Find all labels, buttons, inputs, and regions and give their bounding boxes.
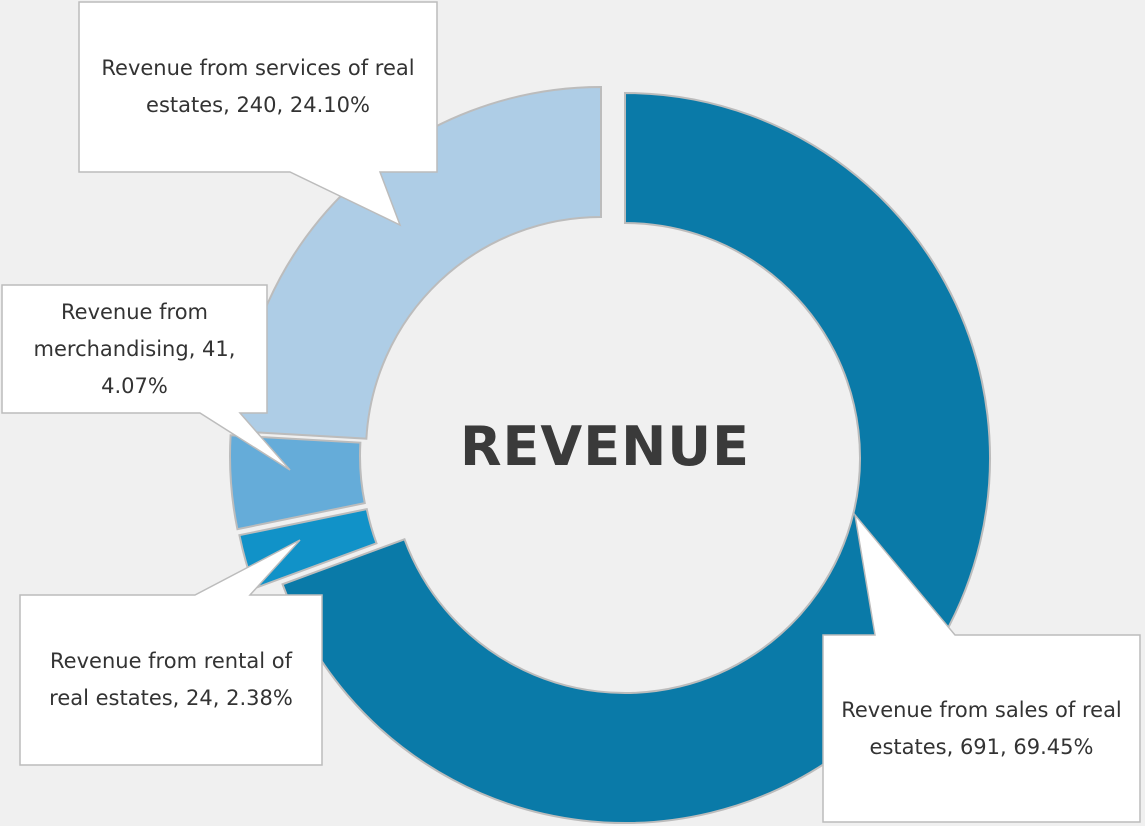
data-label: Revenue from services of real estates, 2…	[101, 56, 415, 117]
callout-box	[822, 512, 1141, 823]
data-label: Revenue from merchandising, 41, 4.07%	[33, 299, 236, 398]
data-label: Revenue from sales of real estates, 691,…	[841, 697, 1122, 759]
donut-slice	[235, 85, 602, 440]
callout-box	[19, 539, 323, 766]
donut-slice	[281, 91, 991, 824]
donut-slice	[229, 434, 366, 531]
callout-box	[1, 284, 291, 471]
callout-box	[78, 1, 438, 227]
data-label: Revenue from rental of real estates, 24,…	[49, 649, 293, 710]
chart-title: REVENUE	[459, 415, 751, 478]
